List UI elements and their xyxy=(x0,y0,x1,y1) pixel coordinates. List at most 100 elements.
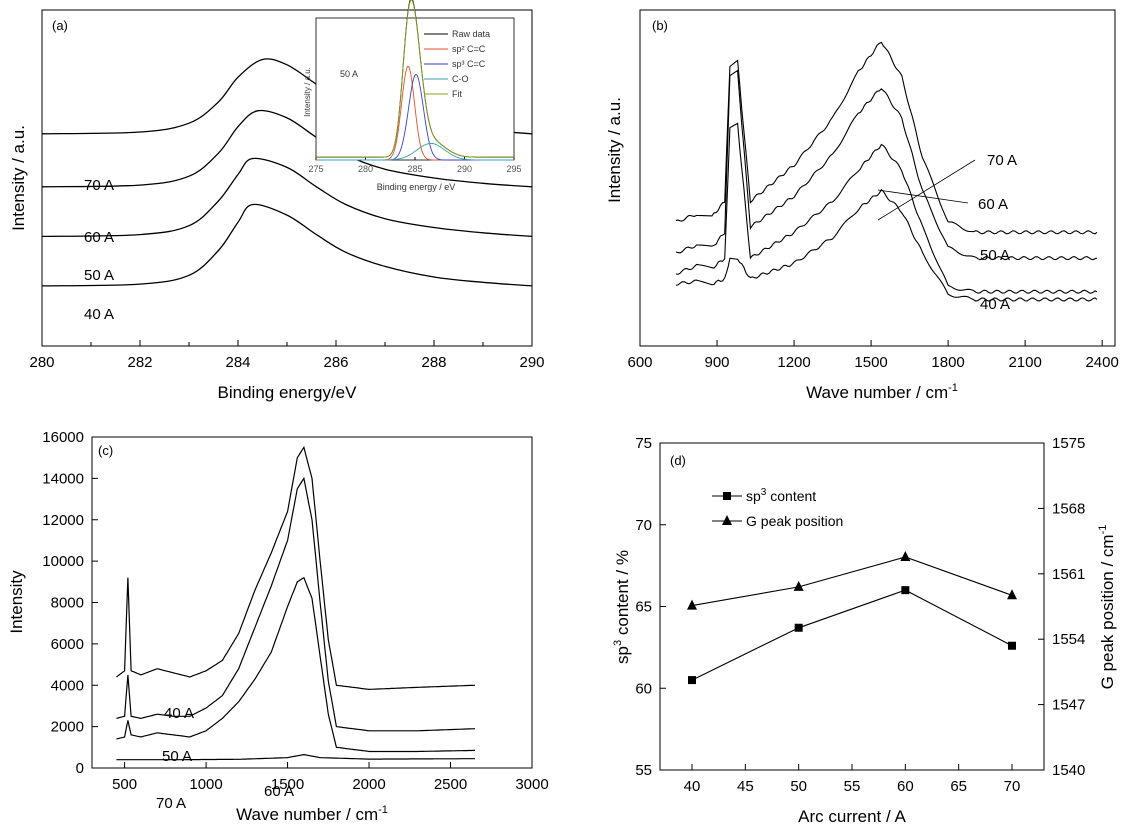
panel-d-right-y-tick-label: 1575 xyxy=(1052,435,1085,452)
panel-c-series-labels: 40 A 50 A 60 A 70 A xyxy=(156,705,294,812)
inset-x-axis: 275 280 285 290 295 xyxy=(308,157,522,174)
panel-b-x-axis-title-sup: -1 xyxy=(948,382,958,394)
panel-b-series-label: 60 A xyxy=(978,196,1008,213)
inset-legend-label: C-O xyxy=(452,74,469,84)
panel-c-y-tick-label: 14000 xyxy=(42,470,84,487)
panel-c-y-tick-label: 8000 xyxy=(51,595,84,612)
panel-b-x-tick-label: 2100 xyxy=(1008,354,1041,371)
panel-c-series-label: 50 A xyxy=(162,748,192,765)
inset-legend: Raw data sp² C=C sp³ C=C C-O Fit xyxy=(424,29,490,99)
inset-curve-fit xyxy=(315,0,514,158)
panel-d-right-y-sup: -1 xyxy=(1097,525,1109,535)
inset-curve-co xyxy=(315,142,514,161)
panel-c-x-tick-label: 1500 xyxy=(271,776,304,793)
panel-c-series-60-A xyxy=(116,576,475,753)
legend-g-label: G peak position xyxy=(746,513,843,529)
panel-b-y-axis-title: Intensity / a.u. xyxy=(605,97,624,203)
inset-x-tick-label: 275 xyxy=(308,164,323,174)
panel-d-right-y-text: G peak position / cm xyxy=(1098,534,1117,689)
panel-b-series-70-A xyxy=(675,41,1098,235)
panel-c-y-tick-label: 12000 xyxy=(42,512,84,529)
panel-c-x-tick-label: 2000 xyxy=(352,776,385,793)
panel-a-series-label: 60 A xyxy=(84,229,114,246)
panel-c-series-label: 70 A xyxy=(156,795,186,812)
panel-a-series-label: 40 A xyxy=(84,306,114,323)
panel-b-label: (b) xyxy=(652,18,668,33)
panel-c-y-tick-label: 16000 xyxy=(42,429,84,446)
inset-frame xyxy=(315,17,515,161)
inset-legend-label: Raw data xyxy=(452,29,490,39)
panel-c-x-axis-title-text: Wave number / cm xyxy=(236,805,378,824)
legend-g-marker xyxy=(722,515,732,525)
panel-d-left-y-tick-label: 75 xyxy=(635,435,652,452)
panel-b-x-tick-label: 900 xyxy=(705,354,730,371)
panel-c-x-axis-title: Wave number / cm-1 xyxy=(236,804,388,824)
panel-c-y-axis-title: Intensity xyxy=(7,570,26,634)
panel-c-label: (c) xyxy=(98,443,113,458)
panel-a-inset: 50 A Intensity / a.u. Binding energy / e… xyxy=(303,0,522,192)
inset-x-tick-label: 290 xyxy=(457,164,472,174)
panel-a-label: (a) xyxy=(52,18,68,33)
panel-d-series xyxy=(687,550,1017,685)
panel-d-legend: sp3 content G peak position xyxy=(712,487,843,529)
panel-d-x-tick-label: 55 xyxy=(844,778,861,795)
panel-d-left-y-tick-label: 60 xyxy=(635,680,652,697)
panel-b-x-axis-title: Wave number / cm-1 xyxy=(806,382,958,402)
panel-b-series-label: 40 A xyxy=(980,296,1010,313)
inset-legend-label: sp² C=C xyxy=(452,44,486,54)
panel-b-x-tick-label: 1800 xyxy=(931,354,964,371)
panel-c-x-axis: 500 1000 1500 2000 2500 3000 xyxy=(112,762,549,793)
panel-d-right-y-tick-label: 1547 xyxy=(1052,697,1085,714)
panel-d-x-tick-label: 40 xyxy=(684,778,701,795)
panel-d-x-tick-label: 70 xyxy=(1004,778,1021,795)
panel-c-x-tick-label: 1000 xyxy=(189,776,222,793)
panel-c-series-50-A xyxy=(116,476,476,732)
legend-sp3-pre: sp xyxy=(746,488,761,504)
inset-y-axis-title: Intensity / a.u. xyxy=(303,67,312,117)
panel-d-right-y-tick-label: 1568 xyxy=(1052,500,1085,517)
panel-b-spectra xyxy=(675,41,1098,302)
legend-sp3-marker xyxy=(723,492,731,500)
inset-x-tick-label: 280 xyxy=(358,164,373,174)
panel-b-x-tick-label: 1500 xyxy=(854,354,887,371)
panel-d-left-y-tick-label: 65 xyxy=(635,599,652,616)
panel-b-plot-frame xyxy=(639,9,1116,347)
panel-d-right-y-tick-label: 1561 xyxy=(1052,566,1085,583)
panel-c-x-tick-label: 500 xyxy=(112,776,137,793)
panel-d-left-y-tick-label: 55 xyxy=(635,762,652,779)
panel-a-x-tick-label: 284 xyxy=(225,354,250,371)
panel-a-series-40-A xyxy=(41,203,533,287)
panel-a-x-tick-label: 280 xyxy=(29,354,54,371)
panel-d-square-marker xyxy=(1008,641,1016,650)
panel-b-x-tick-label: 1200 xyxy=(777,354,810,371)
panel-c-series-label: 40 A xyxy=(164,705,194,722)
panel-d-left-y-pre: sp xyxy=(613,646,632,664)
panel-c-spectra xyxy=(116,445,476,761)
panel-d-left-y-tick-label: 70 xyxy=(635,517,652,534)
panel-c-y-tick-label: 10000 xyxy=(42,553,84,570)
panel-a-x-tick-label: 290 xyxy=(519,354,544,371)
panel-d-triangle-marker xyxy=(793,580,804,591)
panel-a-series-50-A xyxy=(41,157,533,238)
legend-sp3-label: sp3 content xyxy=(746,487,816,504)
panel-a-y-axis-title: Intensity / a.u. xyxy=(9,125,28,231)
panel-d-x-tick-label: 65 xyxy=(950,778,967,795)
panel-d-line-triangle xyxy=(691,556,1013,607)
panel-c-y-axis: 0 2000 4000 6000 8000 10000 12000 14000 16000 xyxy=(42,429,98,777)
panel-d-triangle-marker xyxy=(900,550,911,561)
panel-b-x-tick-label: 600 xyxy=(627,354,652,371)
panel-a-x-axis: 280 282 284 286 288 290 xyxy=(29,340,545,371)
panel-a-series-60-A xyxy=(41,109,533,188)
panel-d-left-y-axis-title: sp3 content / % xyxy=(612,550,632,664)
panel-b-x-axis-title-text: Wave number / cm xyxy=(806,383,948,402)
panel-d-triangle-marker xyxy=(1007,589,1017,600)
panel-d-square-marker xyxy=(688,676,696,685)
panel-c-y-tick-label: 4000 xyxy=(51,677,84,694)
legend-sp3-sup: 3 xyxy=(761,487,767,498)
inset-legend-label: Fit xyxy=(452,89,462,99)
inset-fit-curves xyxy=(315,0,514,161)
panel-b-pointer-70 xyxy=(877,159,976,221)
panel-a-series-label: 50 A xyxy=(84,267,114,284)
